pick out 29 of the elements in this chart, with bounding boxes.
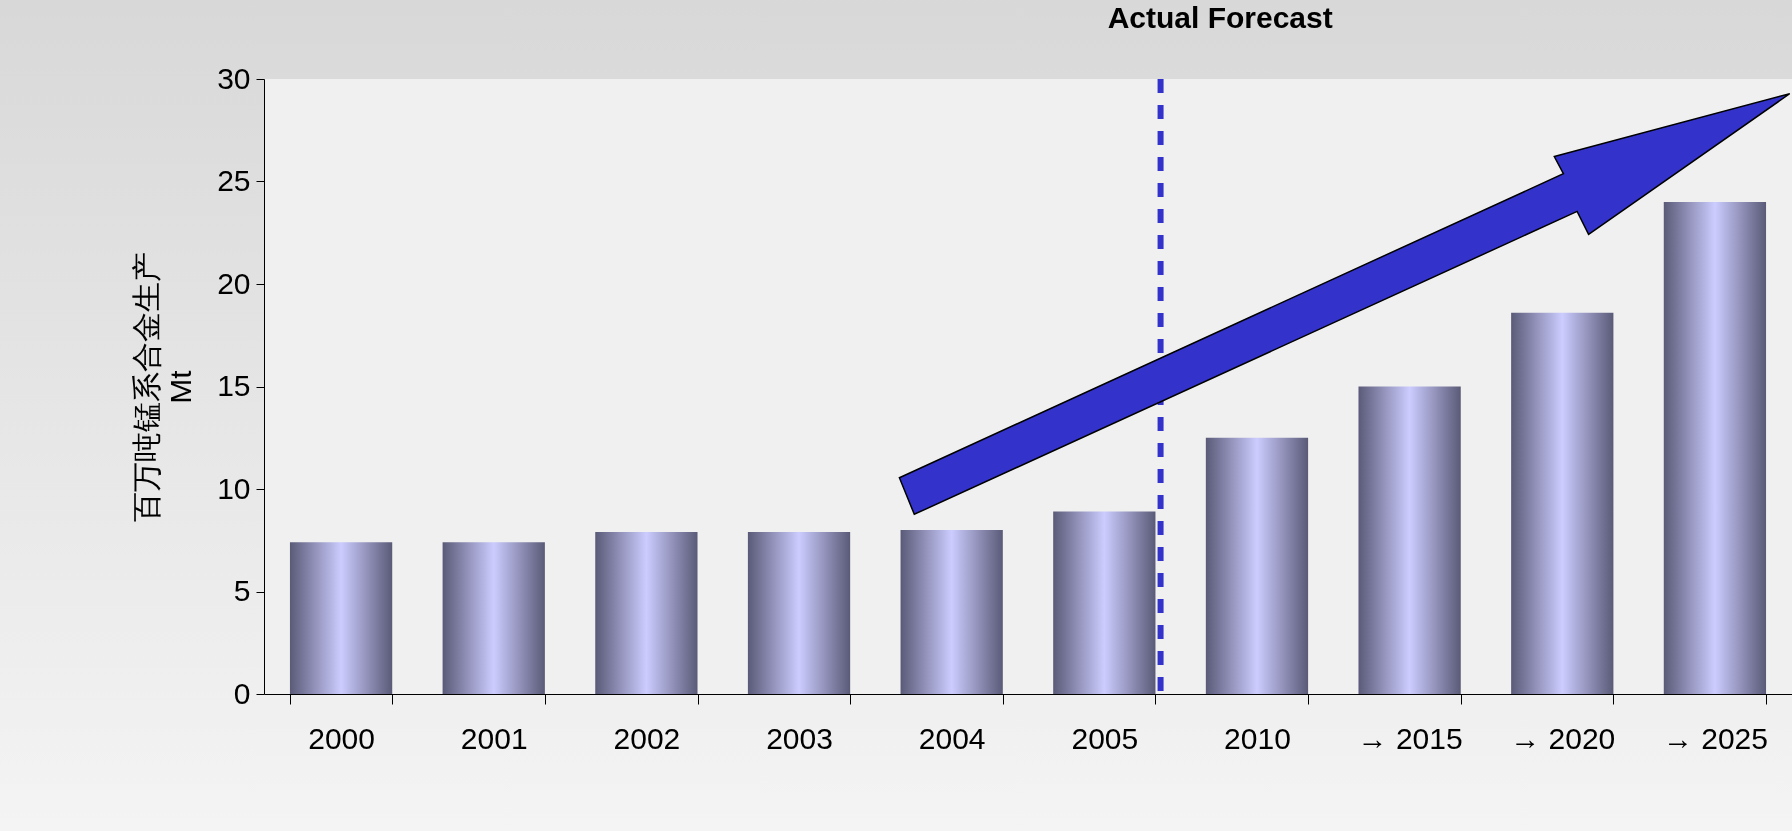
bar	[900, 530, 1003, 694]
bar	[1511, 312, 1614, 694]
bar	[289, 542, 393, 694]
y-tick-label: 20	[217, 266, 251, 300]
x-tick-label: 2004	[918, 721, 986, 755]
bar	[747, 532, 851, 694]
x-tick-label: 2010	[1224, 721, 1291, 755]
x-tick-label: → 2020	[1510, 721, 1616, 755]
bar	[1358, 386, 1461, 694]
y-axis-title: 百万吨锰系合金生产 Mt	[130, 252, 198, 522]
y-tick-label: 15	[217, 369, 251, 402]
x-tick-label: 2005	[1071, 721, 1139, 755]
y-tick-label: 0	[233, 676, 251, 710]
x-tick-label: 2000	[308, 721, 375, 755]
bar	[595, 532, 698, 694]
bar	[442, 542, 545, 694]
y-tick-label: 30	[217, 61, 251, 95]
x-tick-label: → 2025	[1662, 721, 1768, 755]
x-tick-label: → 2015	[1357, 721, 1463, 755]
bar	[1663, 202, 1767, 694]
x-tick-label: 2001	[460, 721, 528, 755]
y-tick-label: 25	[217, 164, 251, 197]
bar	[1205, 437, 1309, 694]
chart-title: Actual Forecast	[1107, 1, 1333, 34]
y-tick-label: 10	[217, 471, 251, 505]
x-tick-label: 2002	[613, 721, 681, 755]
x-tick-label: 2003	[766, 721, 833, 755]
bar	[1053, 511, 1156, 694]
y-tick-label: 5	[233, 574, 251, 607]
